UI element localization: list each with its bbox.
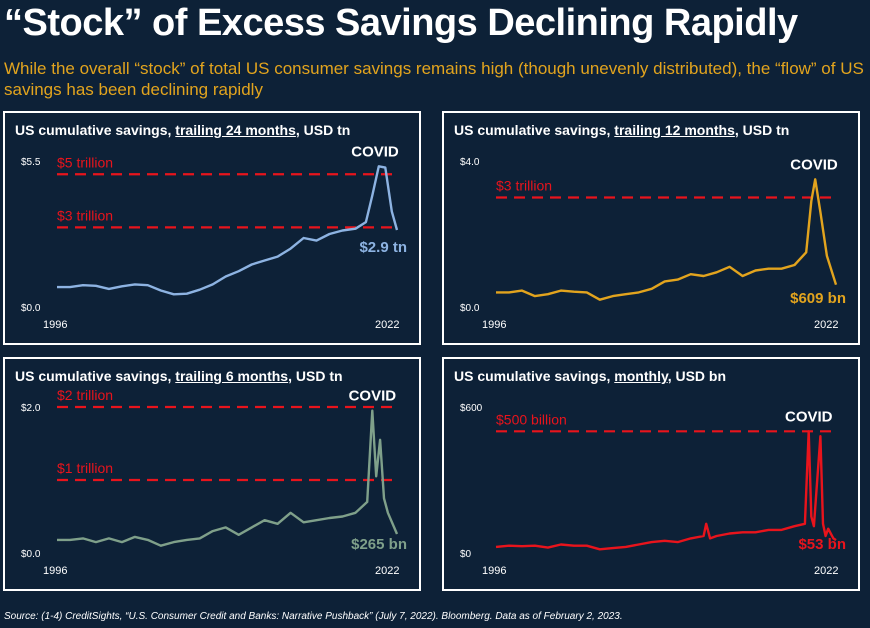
x-tick-label-start: 1996 — [482, 319, 506, 331]
chart-title-suffix: , USD bn — [667, 368, 727, 384]
page-title: “Stock” of Excess Savings Declining Rapi… — [4, 2, 798, 44]
x-tick-label-end: 2022 — [814, 565, 838, 577]
x-tick-label-end: 2022 — [814, 319, 838, 331]
series-line — [495, 430, 837, 551]
covid-annotation: COVID — [349, 388, 397, 405]
chart-svg: $600 $0 1996 2022 $500 billion COVID $53 bn — [460, 403, 846, 577]
x-tick-label-start: 1996 — [482, 565, 506, 577]
chart-title-prefix: US cumulative savings, — [454, 122, 615, 138]
y-tick-label-max: $5.5 — [21, 157, 41, 168]
chart-title-prefix: US cumulative savings, — [15, 122, 176, 138]
chart-title-prefix: US cumulative savings, — [454, 368, 615, 384]
covid-annotation: COVID — [785, 408, 833, 425]
chart-title: US cumulative savings, monthly, USD bn — [454, 368, 726, 384]
chart-title-prefix: US cumulative savings, — [15, 368, 176, 384]
y-tick-label-max: $4.0 — [460, 157, 480, 168]
chart-title: US cumulative savings, trailing 12 month… — [454, 122, 789, 138]
reference-label: $5 trillion — [57, 154, 113, 170]
reference-label: $2 trillion — [57, 387, 113, 403]
reference-label: $500 billion — [496, 411, 567, 427]
covid-annotation: COVID — [790, 156, 838, 173]
chart-title-suffix: , USD tn — [734, 122, 790, 138]
chart-title-underlined: trailing 24 months — [175, 122, 296, 138]
y-tick-label-max: $600 — [460, 403, 483, 414]
end-value-label: $2.9 tn — [359, 239, 407, 256]
page-subtitle: While the overall “stock” of total US co… — [4, 59, 864, 99]
chart-title: US cumulative savings, trailing 24 month… — [15, 122, 350, 138]
y-tick-label-max: $2.0 — [21, 403, 41, 414]
covid-annotation: COVID — [351, 143, 399, 160]
chart-title-underlined: monthly — [614, 368, 668, 384]
series-line — [496, 178, 838, 301]
chart-panel-trailing-24-months: US cumulative savings, trailing 24 month… — [3, 111, 421, 345]
y-tick-label-min: $0.0 — [460, 303, 480, 314]
end-value-label: $265 bn — [351, 536, 407, 553]
x-tick-label-start: 1996 — [43, 565, 67, 577]
chart-panel-monthly: US cumulative savings, monthly, USD bn $… — [442, 357, 860, 591]
chart-panel-trailing-12-months: US cumulative savings, trailing 12 month… — [442, 111, 860, 345]
end-value-label: $53 bn — [798, 536, 846, 553]
reference-label: $3 trillion — [496, 178, 552, 194]
chart-title-suffix: , USD tn — [288, 368, 343, 384]
series-line — [57, 409, 399, 547]
source-note: Source: (1-4) CreditSights, “U.S. Consum… — [4, 611, 623, 622]
x-tick-label-end: 2022 — [375, 319, 399, 331]
chart-title-suffix: , USD tn — [295, 122, 351, 138]
chart-panel-trailing-6-months: US cumulative savings, trailing 6 months… — [3, 357, 421, 591]
reference-label: $3 trillion — [57, 207, 113, 223]
y-tick-label-min: $0 — [460, 549, 472, 560]
chart-title-underlined: trailing 12 months — [614, 122, 735, 138]
y-tick-label-min: $0.0 — [21, 549, 41, 560]
series-line — [57, 165, 399, 296]
reference-label: $1 trillion — [57, 460, 113, 476]
chart-title-underlined: trailing 6 months — [175, 368, 289, 384]
y-tick-label-min: $0.0 — [21, 303, 41, 314]
x-tick-label-end: 2022 — [375, 565, 399, 577]
chart-title: US cumulative savings, trailing 6 months… — [15, 368, 343, 384]
x-tick-label-start: 1996 — [43, 319, 67, 331]
end-value-label: $609 bn — [790, 290, 846, 307]
